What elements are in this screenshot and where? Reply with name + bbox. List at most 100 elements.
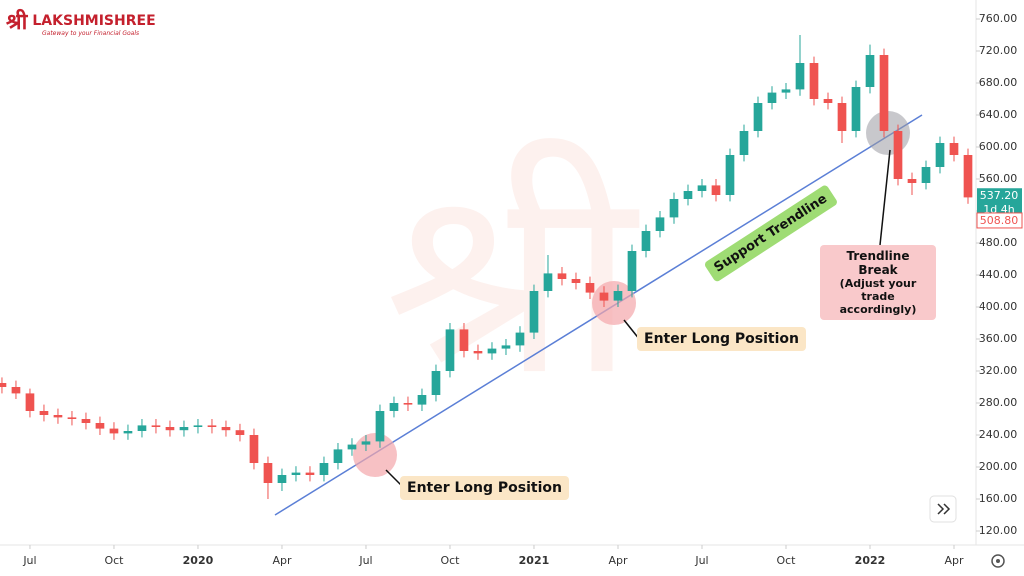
last-price-label: 537.20 — [980, 189, 1019, 202]
x-tick-label: Apr — [272, 554, 292, 567]
x-tick-label: Apr — [944, 554, 964, 567]
candle-body — [739, 131, 749, 155]
annotation-box: Trendline Break (Adjust your trade accor… — [820, 245, 936, 320]
candle-body — [697, 185, 707, 191]
candle-body — [81, 419, 91, 423]
candle-body — [683, 191, 693, 199]
y-tick-label: 600.00 — [979, 140, 1018, 153]
candle-body — [795, 63, 805, 90]
candle-body — [711, 185, 721, 195]
y-tick-label: 640.00 — [979, 108, 1018, 121]
candle-body — [207, 425, 217, 427]
settings-icon[interactable] — [991, 554, 1005, 568]
candle-body — [865, 55, 875, 87]
candle-body — [543, 273, 553, 291]
x-tick-label: 2022 — [855, 554, 886, 567]
logo-tagline: Gateway to your Financial Goals — [42, 30, 140, 37]
candle-body — [459, 329, 469, 351]
candle-body — [109, 428, 119, 434]
candle-body — [277, 475, 287, 483]
candle-body — [179, 427, 189, 431]
candle-body — [921, 167, 931, 183]
y-tick-label: 360.00 — [979, 332, 1018, 345]
candle-body — [95, 423, 105, 429]
candle-body — [375, 411, 385, 442]
candle-body — [963, 155, 973, 198]
candle-body — [403, 403, 413, 405]
y-tick-label: 760.00 — [979, 12, 1018, 25]
candle-body — [235, 430, 245, 435]
entry-circle — [592, 281, 636, 325]
candle-body — [123, 431, 133, 434]
candle-body — [767, 92, 777, 103]
candle-body — [907, 179, 917, 183]
candle-body — [893, 131, 903, 179]
y-tick-label: 120.00 — [979, 524, 1018, 537]
candle-body — [67, 417, 77, 419]
y-tick-label: 720.00 — [979, 44, 1018, 57]
y-tick-label: 480.00 — [979, 236, 1018, 249]
logo-name: LAKSHMISHREE — [32, 13, 156, 29]
candle-body — [11, 387, 21, 394]
x-tick-label: Jul — [358, 554, 372, 567]
candle-body — [837, 103, 847, 131]
other-price-label: 508.80 — [980, 214, 1019, 227]
candle-body — [347, 444, 357, 450]
watermark: श्री — [384, 131, 641, 433]
candle-body — [431, 371, 441, 395]
x-tick-label: Oct — [440, 554, 460, 567]
x-tick-label: Jul — [22, 554, 36, 567]
candle-body — [0, 383, 7, 387]
y-tick-label: 680.00 — [979, 76, 1018, 89]
candle-body — [851, 87, 861, 131]
candle-body — [515, 332, 525, 346]
entry-circle — [353, 433, 397, 477]
x-tick-label: Oct — [104, 554, 124, 567]
candle-body — [599, 292, 609, 301]
x-tick-label: Oct — [776, 554, 796, 567]
settings-icon-dot — [996, 559, 1000, 563]
candle-body — [655, 217, 665, 231]
candle-body — [305, 472, 315, 475]
candle-body — [935, 143, 945, 167]
logo-symbol: श्री — [6, 10, 28, 35]
logo: श्री LAKSHMISHREE Gateway to your Financ… — [6, 6, 156, 37]
candle-body — [389, 403, 399, 411]
candle-body — [473, 351, 483, 354]
candle-body — [39, 411, 49, 415]
candle-body — [25, 393, 35, 411]
candle-body — [221, 427, 231, 431]
pointer — [879, 149, 891, 246]
y-tick-label: 160.00 — [979, 492, 1018, 505]
candle-body — [487, 348, 497, 354]
candle-body — [137, 425, 147, 431]
x-tick-label: 2021 — [519, 554, 550, 567]
scroll-icon — [937, 503, 951, 515]
candle-body — [641, 231, 651, 251]
candle-body — [151, 425, 161, 427]
y-tick-label: 320.00 — [979, 364, 1018, 377]
candle-body — [613, 291, 623, 301]
candle-body — [781, 89, 791, 93]
y-tick-label: 400.00 — [979, 300, 1018, 313]
annotation: Enter Long Position — [400, 476, 569, 500]
candle-body — [571, 279, 581, 283]
candle-body — [165, 427, 175, 431]
candle-body — [585, 283, 595, 293]
annotation: Trendline Break — [846, 249, 910, 277]
candle-body — [557, 273, 567, 279]
candle-body — [53, 415, 63, 418]
candle-body — [725, 155, 735, 195]
candle-body — [319, 463, 329, 475]
candle-body — [669, 199, 679, 218]
x-tick-label: Jul — [694, 554, 708, 567]
candle-body — [333, 449, 343, 463]
y-tick-label: 200.00 — [979, 460, 1018, 473]
y-tick-label: 280.00 — [979, 396, 1018, 409]
y-tick-label: 240.00 — [979, 428, 1018, 441]
candle-body — [879, 55, 889, 131]
x-tick-label: Apr — [608, 554, 628, 567]
candle-body — [949, 143, 959, 155]
